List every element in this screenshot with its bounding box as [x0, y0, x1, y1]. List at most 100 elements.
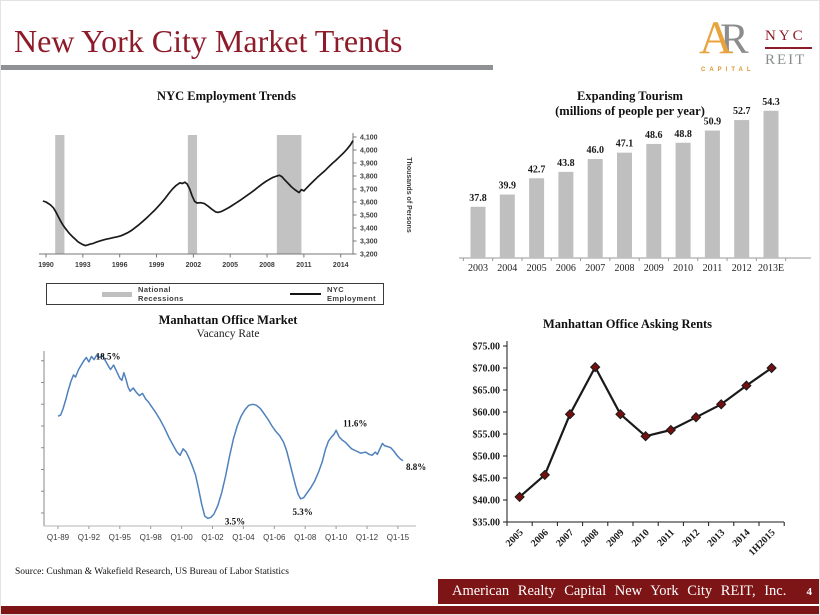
x-tick-label: Q1-02: [201, 533, 224, 542]
recession-band: [55, 135, 65, 254]
tourism-bar: [470, 206, 486, 258]
tourism-bar: [646, 143, 662, 258]
data-annotation: 8.8%: [406, 462, 426, 472]
x-tick-label: Q1-15: [387, 533, 410, 542]
diamond-marker: [715, 399, 727, 410]
logo-letter-r: R: [720, 16, 749, 63]
rents-chart-title: Manhattan Office Asking Rents: [542, 317, 713, 331]
y-tick-label: $55.00: [473, 430, 501, 441]
tourism-bar: [499, 194, 515, 258]
x-tick-label: 2013: [705, 527, 727, 549]
x-tick-label: 2013E: [758, 263, 784, 274]
x-tick-label: 2008: [259, 262, 275, 269]
bar-value-label: 37.8: [469, 193, 487, 204]
diamond-marker: [741, 380, 752, 391]
company-name: American Realty Capital New York City RE…: [452, 583, 787, 599]
bar-value-label: 46.0: [586, 145, 604, 156]
y-tick-label: 3,200: [360, 252, 378, 259]
diamond-marker: [640, 430, 651, 442]
tourism-chart: Expanding Tourism (millions of people pe…: [439, 85, 819, 277]
page-title: New York City Market Trends: [14, 23, 403, 59]
x-tick-label: Q1-95: [109, 533, 132, 542]
logo-capital-text: CAPITAL: [701, 67, 755, 73]
bar-value-label: 43.8: [557, 158, 575, 169]
x-tick-label: 2012: [732, 263, 752, 274]
employment-chart: NYC Employment Trends 1990 1993 1996 1999 20…: [29, 85, 424, 307]
x-tick-label: Q1-04: [232, 533, 255, 542]
y-tick-label: $50.00: [473, 452, 501, 463]
tourism-bar: [704, 130, 720, 258]
y-tick-label: $35.00: [473, 518, 501, 529]
logo-nyc-reit-block: NYC REIT: [765, 28, 812, 69]
bar-value-label: 48.6: [645, 130, 663, 141]
x-tick-label: 2005: [504, 527, 526, 549]
y-tick-label: $45.00: [473, 474, 501, 485]
vacancy-chart-plot: Q1-89 Q1-92 Q1-95 Q1-98 Q1-00 Q1-02 Q1-04 Q1-06…: [41, 351, 426, 542]
y-tick-label: 3,500: [360, 213, 378, 220]
ar-capital-nyc-reit-logo: R A CAPITAL NYC REIT: [699, 11, 817, 77]
x-tick-label: 2005: [222, 262, 238, 269]
recession-band-swatch: [102, 291, 133, 297]
x-tick-label: Q1-89: [47, 533, 70, 542]
tourism-chart-title: Expanding Tourism: [577, 89, 683, 103]
tourism-bar: [763, 110, 779, 258]
bar-value-label: 52.7: [733, 106, 751, 117]
x-tick-label: 2009: [605, 527, 627, 549]
y-tick-label: 3,900: [360, 161, 378, 168]
x-tick-label: 2010: [673, 263, 693, 274]
diamond-marker: [766, 362, 777, 374]
y-tick-label: 3,300: [360, 239, 378, 246]
diamond-marker: [665, 424, 677, 436]
x-tick-label: 2009: [644, 263, 664, 274]
x-tick-label: 2005: [527, 263, 547, 274]
y-tick-label: $75.00: [473, 342, 501, 353]
logo-letter-a: A: [699, 12, 733, 64]
y-tick-label: $65.00: [473, 386, 501, 397]
x-tick-label: 2008: [579, 527, 601, 549]
y-tick-label: 4,000: [360, 148, 378, 155]
logo-nyc-text: NYC: [765, 28, 806, 44]
diamond-marker: [690, 412, 702, 423]
page-number: 4: [806, 585, 813, 598]
rents-chart-plot: $35.00 $40.00 $45.00 $50.00 $55.00 $60.00 $65.…: [473, 341, 785, 558]
tourism-chart-subtitle: (millions of people per year): [555, 104, 705, 118]
x-tick-label: 2006: [556, 263, 576, 274]
logo-reit-text: REIT: [765, 52, 807, 68]
tourism-bar: [734, 120, 750, 258]
y-tick-label: 4,100: [360, 135, 378, 142]
diamond-marker: [514, 491, 525, 503]
legend-item-employment: NYC Employment: [290, 285, 383, 303]
x-tick-label: Q1-92: [78, 533, 101, 542]
y-axis-title: Thousands of Persons: [405, 157, 412, 233]
y-tick-label: 3,400: [360, 226, 378, 233]
vacancy-chart: Manhattan Office Market Vacancy Rate Q1-…: [24, 307, 432, 555]
tourism-bar: [587, 159, 603, 258]
x-tick-label: 2010: [630, 527, 652, 549]
x-tick-label: 2011: [296, 262, 311, 269]
vacancy-chart-title: Manhattan Office Market: [158, 313, 298, 327]
x-tick-label: Q1-10: [325, 533, 348, 542]
x-tick-label: Q1-12: [356, 533, 379, 542]
diamond-marker: [564, 408, 576, 420]
x-tick-label: 2004: [497, 263, 517, 274]
tourism-bar: [617, 152, 632, 258]
bar-value-label: 39.9: [499, 181, 517, 192]
x-tick-label: 2014: [333, 262, 349, 269]
x-tick-label: 2011: [703, 263, 723, 274]
y-tick-label: 3,600: [360, 200, 378, 207]
x-tick-label: Q1-08: [294, 533, 317, 542]
x-tick-label: 1996: [112, 262, 128, 269]
bar-value-label: 50.9: [704, 117, 722, 128]
x-tick-label: 2002: [186, 262, 202, 269]
tourism-bar: [675, 142, 691, 258]
bar-value-label: 48.8: [674, 129, 692, 140]
employment-chart-title: NYC Employment Trends: [157, 89, 296, 103]
bar-value-label: 42.7: [528, 164, 546, 175]
source-note: Source: Cushman & Wakefield Research, US…: [15, 567, 289, 577]
footer-strip: [1, 606, 819, 614]
x-tick-label: 1993: [75, 262, 91, 269]
footer-band: American Realty Capital New York City RE…: [438, 579, 819, 604]
legend-item-recessions: National Recessions: [102, 285, 202, 303]
x-tick-label: 2007: [554, 527, 576, 549]
